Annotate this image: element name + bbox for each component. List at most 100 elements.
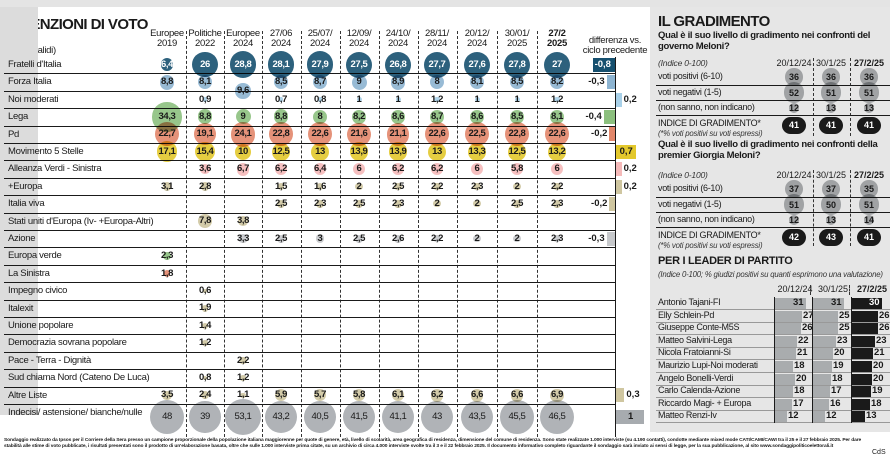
row-divider: [4, 317, 615, 318]
vote-value: 8,8: [274, 110, 287, 122]
diff-bar: [616, 410, 644, 424]
column-header-line2: 2024: [427, 38, 447, 49]
vote-bubble: [513, 182, 521, 191]
leader-bar: [813, 323, 838, 335]
vote-value: 1,2: [236, 371, 249, 383]
vote-value: 8,9: [391, 76, 404, 88]
vote-bubble: [460, 400, 494, 434]
vote-bubble: [355, 199, 363, 208]
leader-value: 12: [826, 410, 837, 422]
vote-bubble: [425, 122, 449, 147]
vote-bubble: [513, 235, 521, 243]
row-label: Italexit: [8, 302, 34, 314]
gradimento-row-label: voti negativi (1-5): [658, 198, 722, 209]
vote-bubble: [201, 391, 209, 400]
vote-bubble: [539, 399, 575, 435]
leader-bar-axis: [812, 297, 813, 310]
vote-bubble: [278, 97, 284, 102]
vote-bubble: [469, 74, 485, 90]
gradimento-bubble: [820, 194, 842, 215]
voting-title: INTENZIONI DI VOTO: [8, 16, 148, 33]
leader-bar-axis: [851, 372, 852, 386]
vote-value: 17,1: [158, 145, 176, 157]
vote-value: 6: [474, 163, 480, 175]
vote-bubble: [163, 252, 171, 260]
index-badge: 43: [819, 228, 843, 246]
vote-value: 2,3: [391, 197, 404, 209]
vote-bubble: [352, 162, 366, 176]
leader-bar: [813, 348, 833, 360]
column-header-line1: 28/11/: [425, 28, 449, 39]
column-header: 28/11/2024: [417, 29, 457, 49]
vote-bubble: [316, 183, 324, 190]
gradimento-value: 37: [825, 184, 836, 194]
leader-value: 26: [879, 322, 890, 334]
row-divider: [4, 299, 615, 301]
vote-bubble: [514, 97, 520, 102]
vote-value: 8,1: [470, 76, 483, 88]
vote-bubble: [510, 163, 523, 176]
diff-value: 1: [628, 411, 634, 422]
vote-bubble: [513, 199, 521, 208]
vote-value: 1,2: [550, 93, 563, 105]
vote-value: 22,8: [508, 128, 526, 140]
vote-value: 10: [238, 145, 248, 157]
vote-value: 8,1: [198, 76, 211, 88]
gradimento-value: 51: [825, 87, 836, 98]
vote-value: 22,6: [548, 128, 566, 140]
gradimento-bubble: [785, 180, 803, 198]
leader-bar-axis: [812, 385, 813, 399]
vote-value: 15,4: [196, 145, 214, 157]
leader-bar-axis: [812, 309, 813, 323]
leader-bar: [775, 398, 792, 410]
vote-value: 9: [240, 110, 246, 122]
leader-bar-axis: [812, 334, 813, 348]
vote-value: 27: [552, 58, 562, 70]
gradimento-value: 51: [863, 87, 874, 98]
leader-value: 17: [831, 385, 842, 397]
row-divider: [4, 143, 615, 144]
diff-bar: [609, 127, 615, 142]
leader-name: Angelo Bonelli-Verdi: [658, 372, 734, 383]
vote-bubble: [316, 200, 324, 208]
vote-value: 27,8: [508, 58, 526, 70]
date-header: 20/12/24: [777, 284, 813, 294]
vote-value: 43: [432, 411, 442, 422]
date-header: 30/1/25: [817, 284, 849, 294]
gradimento-bubble: [858, 82, 880, 103]
vote-value: 2,3: [550, 232, 563, 244]
column-header-line2: 2024: [310, 38, 330, 49]
vote-bubble: [200, 164, 210, 174]
leader-name: Riccardo Magi- + Europa: [658, 397, 751, 408]
gradimento-row-label: voti negativi (1-5): [658, 86, 722, 97]
leader-bar: [775, 386, 793, 398]
leader-value: 26: [802, 322, 813, 334]
column-header: 25/07/2024: [300, 29, 340, 49]
row-divider: [4, 369, 615, 371]
index-note: (Indice 0-100): [658, 58, 708, 68]
row-label: Sud chiama Nord (Cateno De Luca): [8, 372, 150, 384]
column-separator: [224, 31, 225, 437]
vote-bubble: [342, 400, 376, 434]
row-divider: [656, 321, 890, 323]
leader-value: 12: [788, 410, 799, 422]
gradimento-row-label: voti positivi (6-10): [658, 183, 723, 193]
row-divider: [656, 196, 890, 198]
leader-value: 18: [794, 385, 805, 397]
vote-value: 22,6: [428, 128, 446, 140]
vote-value: 3,5: [160, 389, 173, 401]
vote-value: 6,2: [391, 163, 404, 175]
gradimento-bubble: [863, 102, 875, 114]
vote-value: 22,8: [272, 128, 290, 140]
vote-value: 21,6: [350, 128, 368, 140]
vote-bubble: [273, 74, 289, 90]
leader-bar: [852, 323, 878, 335]
vote-value: 1,2: [430, 93, 443, 105]
gradimento-value: 13: [825, 103, 836, 113]
leader-value: 19: [872, 385, 883, 397]
vote-bubble: [274, 389, 288, 402]
leader-bar-axis: [774, 309, 775, 323]
column-separator: [849, 285, 850, 295]
gradimento-value: 12: [788, 215, 799, 225]
